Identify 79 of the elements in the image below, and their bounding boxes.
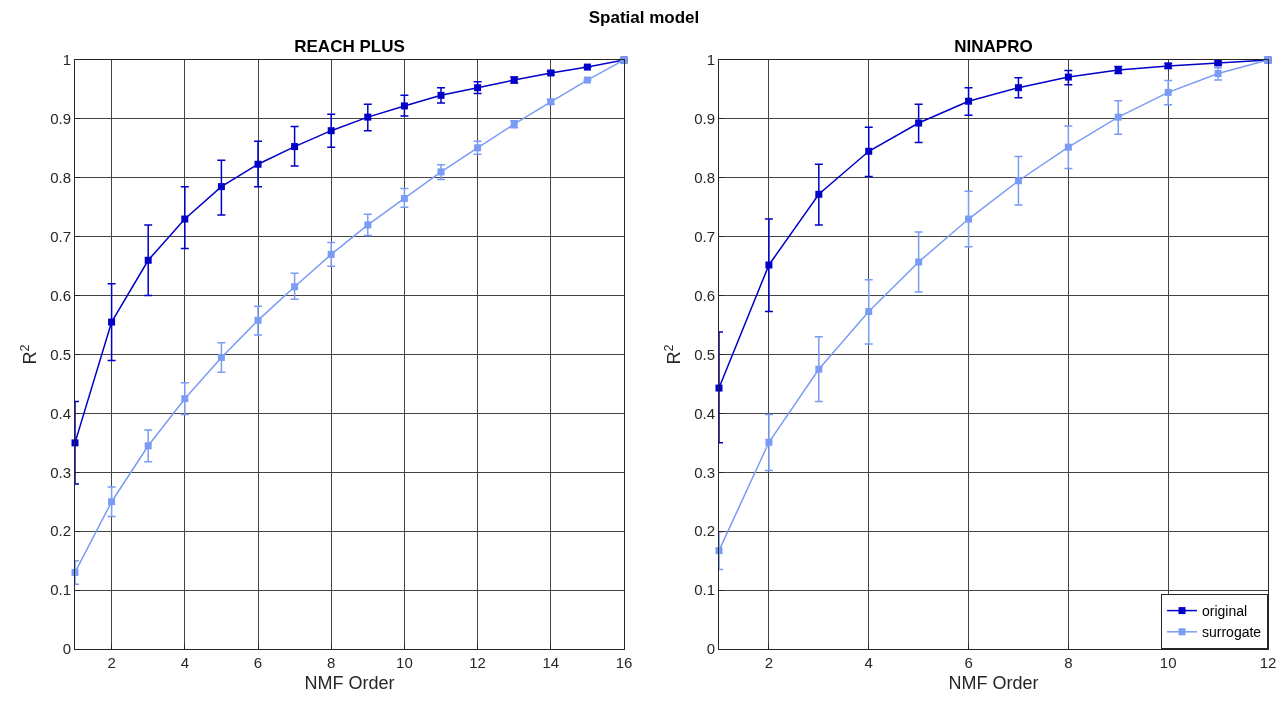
chart-title: NINAPRO — [954, 37, 1033, 57]
y-tick-label: 0 — [706, 640, 715, 658]
y-tick-label: 0.5 — [694, 345, 715, 363]
point — [865, 308, 873, 315]
x-tick-label: 4 — [180, 654, 189, 671]
x-tick-label: 12 — [469, 654, 486, 671]
point — [254, 316, 262, 324]
x-axis-title: NMF Order — [948, 673, 1039, 694]
point — [1114, 113, 1122, 121]
x-tick-label: 8 — [327, 654, 336, 671]
y-tick-label: 0.4 — [694, 404, 715, 422]
point — [765, 261, 773, 269]
y-tick-label: 1 — [62, 51, 71, 69]
point — [965, 97, 973, 105]
point — [144, 442, 152, 450]
point — [1164, 88, 1172, 96]
point — [437, 168, 445, 176]
x-tick-label: 4 — [864, 654, 873, 671]
y-tick-label: 1 — [706, 51, 715, 69]
legend-label: original — [1202, 603, 1248, 620]
point — [1064, 143, 1072, 151]
point — [291, 143, 299, 151]
point — [400, 194, 408, 202]
point — [965, 215, 973, 223]
x-tick-label: 10 — [1159, 654, 1177, 671]
point — [217, 183, 225, 191]
y-tick-label: 0 — [62, 640, 71, 658]
point — [291, 283, 299, 291]
point — [108, 498, 116, 506]
y-tick-label: 0.2 — [694, 522, 715, 540]
y-tick-label: 0.1 — [694, 581, 715, 599]
point — [1014, 177, 1022, 185]
y-tick-label: 0.4 — [50, 404, 71, 422]
x-tick-label: 12 — [1259, 654, 1277, 671]
point — [327, 250, 335, 258]
y-tick-label: 0.6 — [50, 286, 71, 304]
point — [108, 318, 116, 326]
y-tick-label: 0.9 — [694, 110, 715, 128]
y-tick-label: 0.8 — [694, 169, 715, 187]
point — [865, 147, 873, 155]
point — [1014, 84, 1022, 92]
point — [181, 215, 189, 223]
y-tick-label: 0.7 — [50, 227, 71, 245]
x-tick-label: 2 — [764, 654, 774, 671]
point — [765, 438, 773, 446]
x-tick-label: 10 — [396, 654, 413, 671]
x-tick-label: 14 — [542, 654, 560, 671]
y-tick-label: 0.3 — [50, 463, 71, 481]
x-axis-title: NMF Order — [304, 673, 395, 694]
point — [327, 127, 335, 135]
point — [254, 160, 262, 168]
point — [1064, 73, 1072, 81]
y-tick-label: 0.3 — [694, 463, 715, 481]
y-tick-label: 0.9 — [50, 110, 71, 128]
y-tick-label: 0.2 — [50, 522, 71, 540]
point — [144, 256, 152, 264]
point — [437, 91, 445, 99]
point — [364, 221, 372, 229]
y-tick-label: 0.6 — [694, 286, 715, 304]
x-tick-label: 6 — [964, 654, 973, 671]
x-tick-label: 16 — [615, 654, 633, 671]
y-tick-label: 0.1 — [50, 581, 71, 599]
point — [364, 113, 372, 121]
text: Spatial model — [587, 8, 701, 28]
y-tick-label: 0.7 — [694, 227, 715, 245]
point — [181, 395, 189, 403]
y-tick-label: 0.8 — [50, 169, 71, 187]
point — [915, 258, 923, 266]
point — [217, 353, 225, 361]
point — [915, 119, 923, 127]
chart-title: REACH PLUS — [294, 37, 405, 57]
legend-label: surrogate — [1202, 624, 1262, 641]
x-tick-label: 2 — [107, 654, 116, 671]
y-tick-label: 0.5 — [50, 345, 71, 363]
point — [815, 365, 823, 373]
x-tick-label: 8 — [1064, 654, 1073, 671]
x-tick-label: 6 — [253, 654, 263, 671]
point — [400, 102, 408, 110]
point — [815, 190, 823, 198]
